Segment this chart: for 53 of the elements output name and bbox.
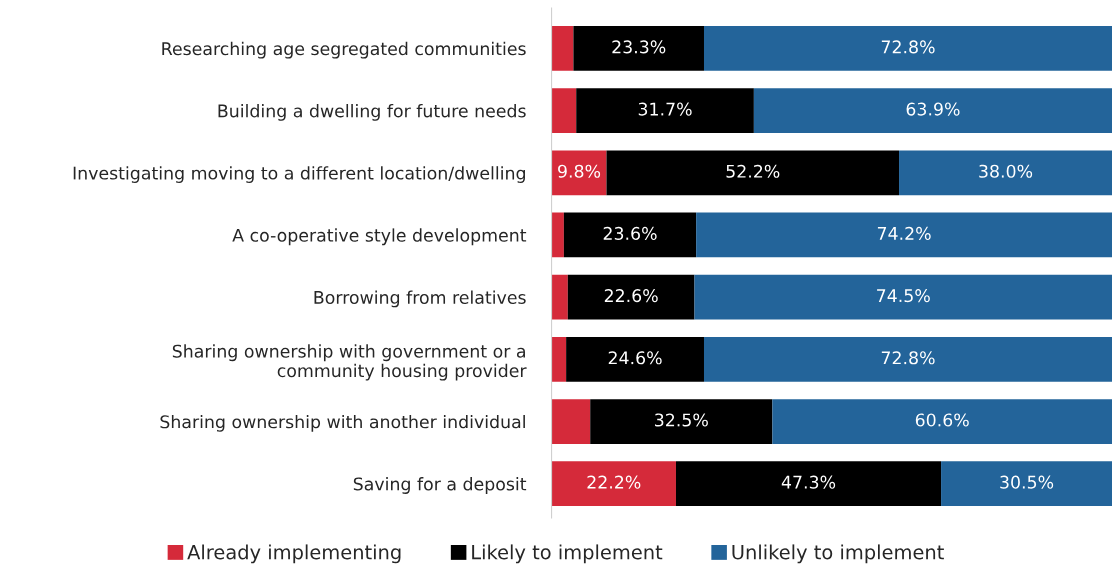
bar	[551, 336, 567, 382]
bar	[551, 212, 564, 258]
data-label: 52.2%	[726, 164, 780, 178]
bar	[576, 88, 754, 133]
legend-label: Already implementing	[187, 544, 401, 564]
y-tick-label: Sharing ownership with government or a community housing provider	[172, 344, 527, 381]
y-tick-label: Saving for a deposit	[353, 477, 527, 494]
data-label: 72.8%	[881, 351, 935, 365]
data-label: 9.8%	[558, 164, 601, 178]
bar	[551, 399, 591, 444]
legend-label: Likely to implement	[472, 544, 663, 564]
data-label: 63.9%	[906, 102, 960, 116]
bar	[703, 26, 1112, 71]
data-label: 60.6%	[915, 413, 969, 427]
y-tick-label: Borrowing from relatives	[314, 290, 526, 308]
legend-label: Unlikely to implement	[732, 544, 944, 564]
data-label: 23.3%	[612, 40, 666, 54]
bar	[753, 88, 1112, 133]
y-tick-label: Investigating moving to a different location/dwelling	[73, 166, 525, 183]
bar	[899, 150, 1112, 196]
data-label: 74.5%	[877, 289, 930, 303]
bar	[590, 399, 773, 444]
bar	[551, 274, 568, 320]
bar	[551, 88, 577, 133]
bar	[551, 150, 607, 196]
y-tick-label: Researching age segregated communities	[162, 41, 526, 59]
data-label: 22.6%	[604, 289, 658, 303]
bar	[703, 336, 1112, 382]
bar	[675, 461, 942, 507]
data-label: 23.6%	[603, 226, 657, 240]
bar	[551, 26, 574, 71]
data-label: 30.5%	[1000, 475, 1054, 489]
bar	[694, 274, 1112, 320]
bar	[551, 461, 676, 507]
y-tick-label: Building a dwelling for future needs	[218, 104, 526, 121]
bar	[566, 336, 704, 382]
bar	[606, 150, 900, 196]
bar	[772, 399, 1112, 444]
bar	[567, 274, 695, 320]
data-label: 31.7%	[638, 102, 692, 116]
data-label: 32.5%	[655, 413, 708, 427]
bar	[941, 461, 1112, 507]
data-label: 38.0%	[979, 164, 1033, 178]
data-label: 22.2%	[587, 475, 641, 489]
bar	[696, 212, 1112, 258]
y-tick-label: Sharing ownership with another individual	[160, 414, 525, 432]
data-label: 72.8%	[881, 40, 935, 54]
data-label: 24.6%	[608, 351, 662, 365]
bar	[573, 26, 704, 71]
data-label: 47.3%	[781, 475, 836, 489]
y-tick-label: A co-operative style development	[232, 228, 527, 246]
bar	[563, 212, 697, 258]
data-label: 74.2%	[877, 226, 931, 240]
